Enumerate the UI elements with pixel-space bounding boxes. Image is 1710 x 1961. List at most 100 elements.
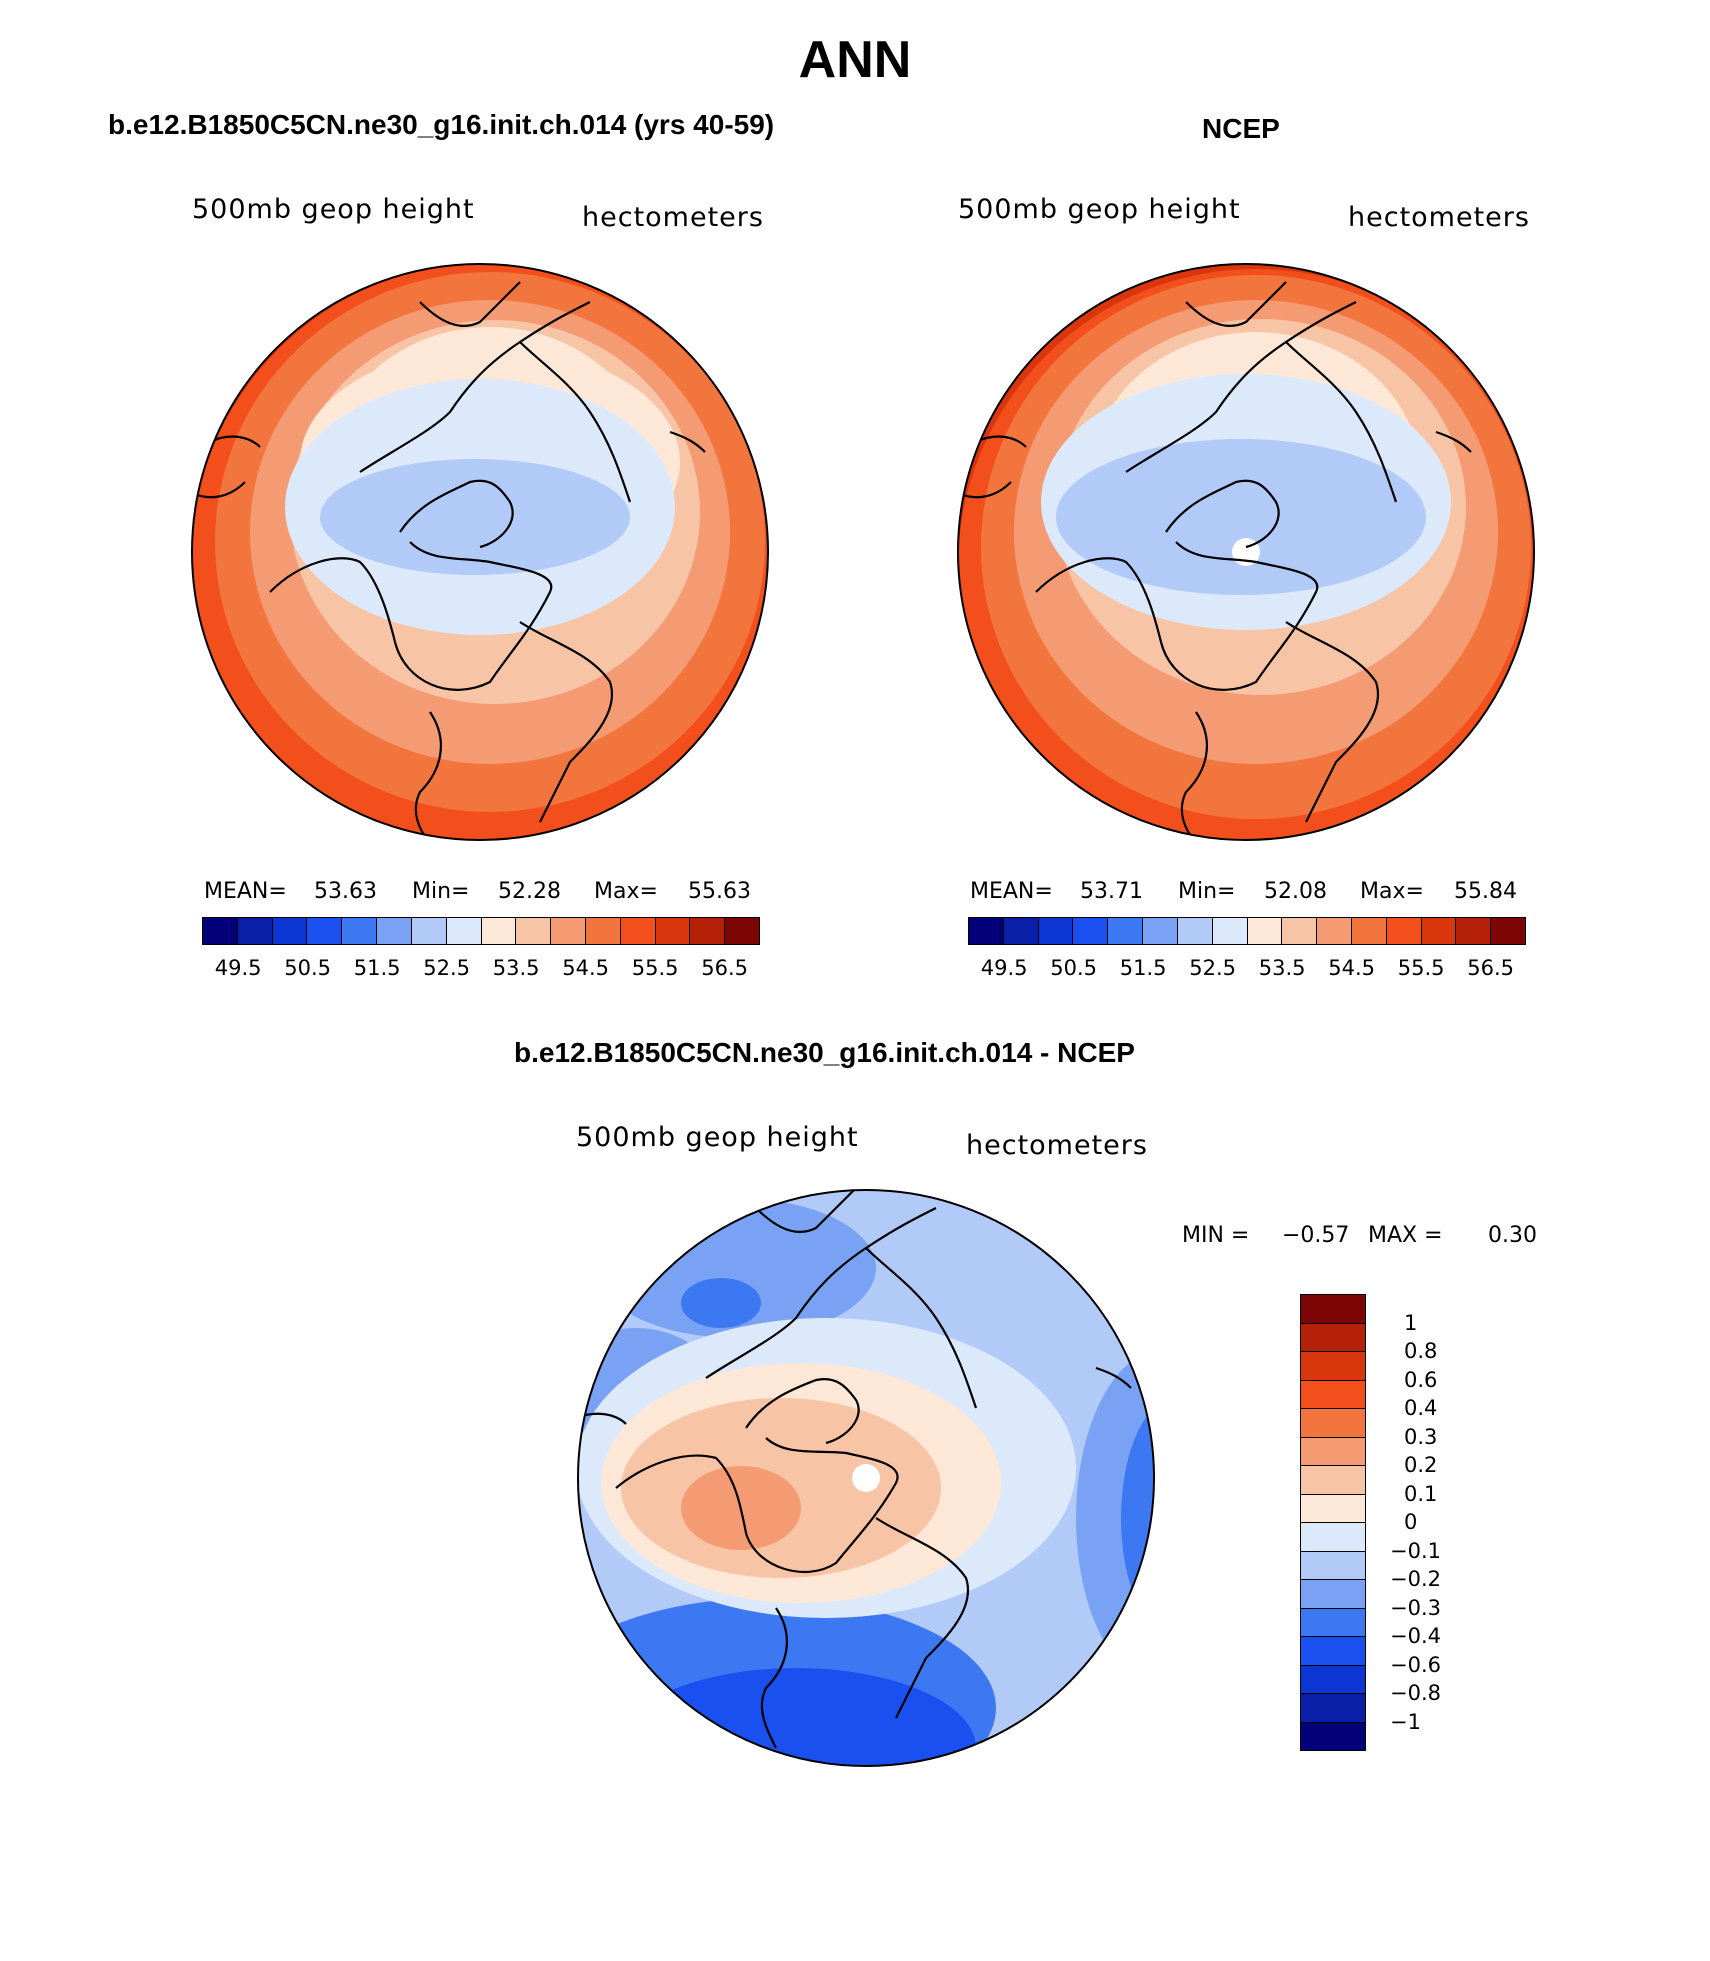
model-colorbar-box bbox=[272, 918, 308, 944]
diff-field-label: 500mb geop height bbox=[576, 1122, 859, 1153]
diff-min-value: −0.57 bbox=[1282, 1223, 1350, 1248]
obs-colorbar-box bbox=[1317, 918, 1352, 944]
diff-colorbar-box bbox=[1301, 1523, 1365, 1552]
model-colorbar-tick: 49.5 bbox=[214, 956, 262, 980]
model-colorbar-box bbox=[690, 918, 726, 944]
diff-colorbar-label: 0.6 bbox=[1404, 1367, 1438, 1392]
obs-colorbar-box bbox=[1003, 918, 1039, 944]
obs-colorbar-box bbox=[969, 918, 1004, 944]
model-mean-label: MEAN= bbox=[204, 879, 287, 904]
obs-colorbar-box bbox=[1073, 918, 1109, 944]
model-min-label: Min= bbox=[412, 879, 470, 904]
obs-colorbar-box bbox=[1143, 918, 1178, 944]
obs-units-label: hectometers bbox=[1348, 202, 1530, 233]
model-colorbar bbox=[202, 917, 760, 945]
obs-colorbar-box bbox=[1456, 918, 1492, 944]
diff-colorbar-box bbox=[1301, 1352, 1365, 1381]
diff-colorbar-label: −0.4 bbox=[1390, 1624, 1441, 1648]
model-max-label: Max= bbox=[594, 879, 658, 904]
diff-colorbar-box bbox=[1301, 1694, 1365, 1723]
obs-colorbar-box bbox=[1282, 918, 1318, 944]
model-colorbar-box bbox=[446, 918, 482, 944]
model-colorbar-tick: 52.5 bbox=[423, 956, 471, 980]
model-colorbar-box bbox=[342, 918, 378, 944]
obs-colorbar-tick: 56.5 bbox=[1467, 956, 1515, 980]
diff-colorbar-box bbox=[1301, 1722, 1365, 1750]
model-colorbar-tick: 51.5 bbox=[353, 956, 401, 980]
model-colorbar-box bbox=[585, 918, 621, 944]
main-title: ANN bbox=[798, 31, 912, 89]
diff-colorbar-label: 0.2 bbox=[1404, 1453, 1438, 1477]
diff-colorbar-label: 0 bbox=[1404, 1510, 1418, 1534]
model-colorbar-box bbox=[655, 918, 691, 944]
obs-colorbar-tick: 54.5 bbox=[1328, 956, 1376, 980]
diff-colorbar-label: −0.1 bbox=[1390, 1538, 1441, 1563]
model-colorbar-box bbox=[203, 918, 238, 944]
diff-colorbar-label: 0.1 bbox=[1404, 1481, 1438, 1506]
obs-colorbar-box bbox=[1247, 918, 1283, 944]
model-max-value: 55.63 bbox=[688, 879, 751, 904]
model-colorbar-box bbox=[411, 918, 447, 944]
model-colorbar-tick: 56.5 bbox=[701, 956, 749, 980]
diff-colorbar-label: −0.2 bbox=[1390, 1567, 1441, 1591]
obs-colorbar-box bbox=[1108, 918, 1144, 944]
model-colorbar-box bbox=[620, 918, 656, 944]
diff-colorbar-label: 1 bbox=[1404, 1310, 1418, 1335]
diff-colorbar-label: 0.8 bbox=[1404, 1339, 1438, 1363]
obs-polar-map bbox=[957, 263, 1535, 841]
model-min-value: 52.28 bbox=[498, 879, 561, 904]
model-colorbar-box bbox=[725, 918, 759, 944]
obs-colorbar-box bbox=[1351, 918, 1387, 944]
obs-colorbar-box bbox=[1386, 918, 1422, 944]
diff-colorbar-box bbox=[1301, 1637, 1365, 1666]
obs-colorbar-tick: 51.5 bbox=[1119, 956, 1167, 980]
obs-colorbar-box bbox=[1038, 918, 1074, 944]
diff-max-value: 0.30 bbox=[1488, 1223, 1537, 1248]
model-colorbar-tick: 54.5 bbox=[562, 956, 610, 980]
obs-field-label: 500mb geop height bbox=[958, 194, 1241, 225]
obs-colorbar-tick: 50.5 bbox=[1050, 956, 1098, 980]
obs-colorbar bbox=[968, 917, 1526, 945]
diff-colorbar-box bbox=[1301, 1437, 1365, 1466]
diff-colorbar-box bbox=[1301, 1494, 1365, 1523]
diff-colorbar-box bbox=[1301, 1580, 1365, 1609]
obs-colorbar-box bbox=[1491, 918, 1525, 944]
obs-min-label: Min= bbox=[1178, 879, 1236, 904]
obs-mean-value: 53.71 bbox=[1080, 879, 1143, 904]
model-colorbar-tick: 53.5 bbox=[492, 956, 540, 980]
model-colorbar-tick: 55.5 bbox=[631, 956, 679, 980]
model-colorbar-box bbox=[516, 918, 552, 944]
model-colorbar-box bbox=[377, 918, 412, 944]
model-field-label: 500mb geop height bbox=[192, 194, 475, 225]
diff-colorbar bbox=[1300, 1294, 1366, 1751]
obs-mean-label: MEAN= bbox=[970, 879, 1053, 904]
model-colorbar-box bbox=[307, 918, 343, 944]
diff-colorbar-box bbox=[1301, 1551, 1365, 1580]
diff-units-label: hectometers bbox=[966, 1130, 1148, 1161]
obs-max-label: Max= bbox=[1360, 879, 1424, 904]
obs-colorbar-tick: 49.5 bbox=[980, 956, 1028, 980]
diff-colorbar-box bbox=[1301, 1295, 1365, 1324]
model-colorbar-box bbox=[551, 918, 586, 944]
diff-colorbar-box bbox=[1301, 1665, 1365, 1694]
model-units-label: hectometers bbox=[582, 202, 764, 233]
diff-colorbar-box bbox=[1301, 1409, 1365, 1438]
obs-colorbar-tick: 52.5 bbox=[1189, 956, 1237, 980]
model-colorbar-box bbox=[481, 918, 517, 944]
obs-colorbar-box bbox=[1421, 918, 1457, 944]
obs-colorbar-box bbox=[1212, 918, 1248, 944]
diff-polar-map bbox=[577, 1189, 1155, 1767]
diff-colorbar-label: 0.3 bbox=[1404, 1424, 1438, 1449]
model-mean-value: 53.63 bbox=[314, 879, 377, 904]
obs-max-value: 55.84 bbox=[1454, 879, 1517, 904]
diff-colorbar-label: −0.3 bbox=[1390, 1595, 1441, 1620]
diff-colorbar-label: −0.8 bbox=[1390, 1681, 1441, 1705]
obs-panel-title: NCEP bbox=[1202, 113, 1280, 144]
diff-colorbar-box bbox=[1301, 1380, 1365, 1409]
diff-colorbar-label: 0.4 bbox=[1404, 1396, 1438, 1420]
diff-colorbar-box bbox=[1301, 1323, 1365, 1352]
model-polar-map bbox=[191, 263, 769, 841]
model-colorbar-tick: 50.5 bbox=[284, 956, 332, 980]
obs-min-value: 52.08 bbox=[1264, 879, 1327, 904]
model-panel-title: b.e12.B1850C5CN.ne30_g16.init.ch.014 (yr… bbox=[108, 109, 775, 140]
